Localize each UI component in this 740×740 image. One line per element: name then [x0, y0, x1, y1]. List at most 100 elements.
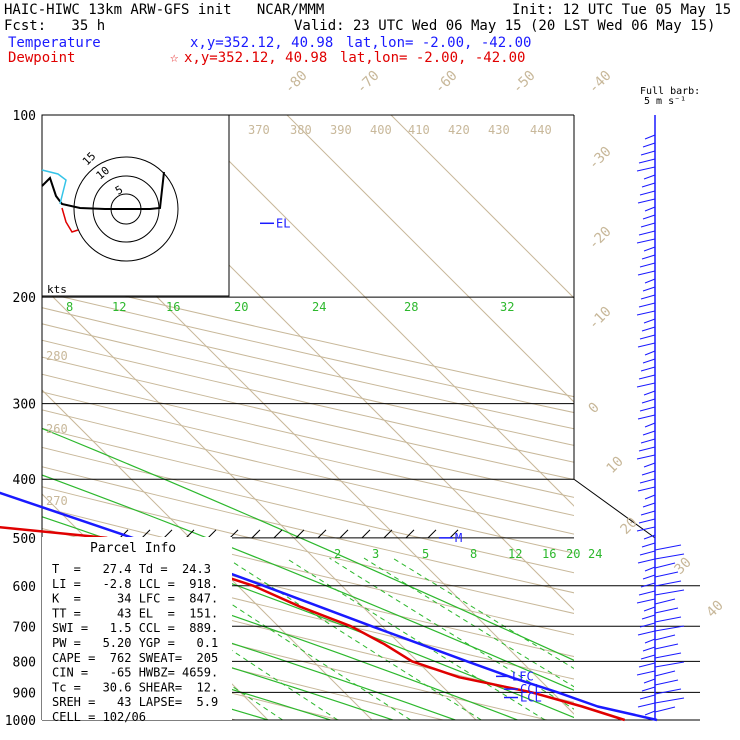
parcel-info-row: SWI = 1.5 CCL = 889.	[52, 621, 218, 635]
parcel-info-row: SREH = 43 LAPSE= 5.9	[52, 695, 218, 709]
mixing-ratio-line	[226, 557, 482, 720]
dry-adiabat-label: 370	[248, 123, 270, 137]
dry-adiabat-label: 430	[488, 123, 510, 137]
isotherm-label: -70	[354, 68, 383, 97]
dry-adiabat-line	[42, 323, 574, 446]
wind-barb	[637, 558, 656, 564]
wind-barb	[639, 550, 656, 556]
dry-adiabat-label: 380	[290, 123, 312, 137]
wind-barb	[654, 562, 676, 569]
pressure-label: 700	[13, 620, 36, 635]
wind-barb	[639, 478, 656, 484]
wind-barb	[654, 616, 682, 623]
freezing-hatch	[185, 529, 195, 539]
wind-barb	[654, 553, 685, 560]
valid-time: Valid: 23 UTC Wed 06 May 15 (20 LST Wed …	[294, 18, 716, 34]
wind-barb	[654, 688, 682, 695]
wind-barb	[642, 574, 656, 580]
wind-barb	[644, 494, 656, 500]
wind-barb	[643, 534, 656, 540]
freezing-hatch	[295, 529, 305, 539]
dry-adiabat-label: 400	[370, 123, 392, 137]
wind-barb	[642, 142, 656, 148]
wind-barb	[654, 670, 676, 677]
dry-adiabat-line	[42, 506, 574, 636]
temperature-xy: x,y=352.12, 40.98	[190, 35, 334, 51]
wind-barb	[644, 134, 656, 140]
wind-barb	[644, 350, 656, 356]
wind-barb	[641, 470, 656, 476]
wind-barb	[643, 678, 656, 684]
wind-barb	[637, 270, 656, 276]
hodograph: 5 10 15 kts	[41, 114, 230, 297]
dry-adiabat-line	[42, 466, 574, 594]
forecast-hour: Fcst: 35 h	[4, 18, 106, 34]
isotherm-label: 40	[704, 598, 727, 621]
dry-adiabat-line	[42, 446, 574, 574]
hodograph-trace-lower	[61, 207, 79, 233]
wind-barb	[639, 694, 656, 700]
freezing-hatch	[229, 529, 239, 539]
parcel-info-row: LI = -2.8 LCL = 918.	[52, 577, 218, 591]
isotherm-label: -30	[586, 144, 615, 173]
parcel-info-row: CAPE = 762 SWEAT= 205	[52, 651, 218, 665]
wind-barb	[643, 318, 656, 324]
wind-barb	[640, 438, 656, 444]
wind-barb	[638, 230, 656, 236]
pressure-label: 400	[13, 473, 36, 488]
plot-right-edge	[573, 478, 656, 539]
dry-adiabat-line	[42, 486, 574, 614]
moist-adiabat-label: 28	[404, 300, 418, 314]
wind-barb	[654, 580, 682, 587]
mixing-ratio-label: 8	[470, 547, 477, 561]
freezing-hatch	[251, 529, 261, 539]
pressure-label: 800	[13, 655, 36, 670]
wind-barb	[641, 542, 656, 548]
freezing-hatch	[383, 529, 393, 539]
wind-barb	[639, 406, 656, 412]
wind-barb	[637, 198, 656, 204]
parcel-info-row: TT = 43 EL = 151.	[52, 606, 218, 620]
pressure-label: 500	[13, 532, 36, 547]
wind-barb	[654, 634, 676, 641]
dry-adiabat-line	[42, 275, 574, 398]
wind-barb	[654, 544, 682, 551]
dry-adiabat-line	[42, 619, 444, 720]
dry-adiabat-label: 260	[46, 422, 68, 436]
level-marker-label: CCL	[520, 682, 542, 696]
mixing-ratio-line	[285, 557, 546, 720]
isotherm-label: 30	[672, 555, 695, 578]
wind-barb	[638, 374, 656, 380]
pressure-label: 300	[13, 398, 36, 413]
hodograph-units: kts	[47, 283, 67, 296]
wind-barb	[639, 334, 656, 340]
wind-barb	[644, 278, 656, 284]
wind-barb	[639, 190, 656, 196]
moist-adiabat-label: 20	[234, 300, 248, 314]
wind-barb	[640, 510, 656, 516]
dry-adiabat-line	[42, 291, 574, 414]
hodograph-trace	[41, 171, 165, 210]
wind-barb	[640, 294, 656, 300]
mixing-ratio-label: 24	[588, 547, 602, 561]
freezing-hatch	[361, 529, 371, 539]
dry-adiabat-label: 390	[330, 123, 352, 137]
wind-barb	[637, 486, 656, 492]
isotherm-label: -10	[586, 304, 615, 333]
pressure-label: 100	[13, 109, 36, 124]
isotherm-label: 20	[618, 515, 641, 538]
freezing-hatch	[273, 529, 283, 539]
dry-adiabat-label: 440	[530, 123, 552, 137]
moist-adiabat-label: 32	[500, 300, 514, 314]
freezing-hatch	[449, 529, 459, 539]
dry-adiabat-label: 410	[408, 123, 430, 137]
dry-adiabat-label: 280	[46, 349, 68, 363]
wind-barb	[644, 638, 656, 644]
freezing-hatch	[163, 529, 173, 539]
wind-barb	[638, 158, 656, 164]
level-marker-label: LFC	[512, 669, 534, 683]
wind-barb	[641, 182, 656, 188]
mixing-ratio-label: 5	[422, 547, 429, 561]
dry-adiabat-label: 270	[46, 494, 68, 508]
